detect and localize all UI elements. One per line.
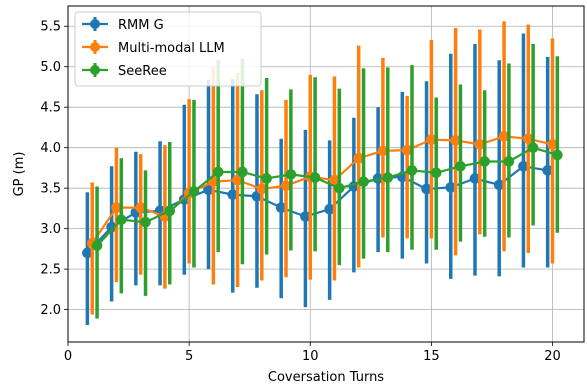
data-point [469, 173, 481, 184]
x-tick-label: 0 [64, 349, 72, 364]
y-tick-label: 4.5 [40, 101, 61, 116]
data-point [430, 167, 442, 179]
y-tick-label: 2.5 [40, 263, 61, 278]
x-axis: 0 5 10 15 20 [64, 342, 561, 364]
data-point [111, 202, 122, 213]
legend-marker [90, 65, 100, 75]
data-point [82, 247, 93, 259]
y-axis-label: GP (m) [12, 152, 27, 197]
legend-marker [90, 19, 100, 29]
data-point [106, 221, 117, 233]
data-point [329, 174, 340, 186]
data-point [542, 165, 553, 176]
data-point [334, 182, 345, 194]
x-tick-label: 20 [544, 349, 561, 364]
data-point [227, 189, 239, 200]
data-point [426, 134, 437, 145]
data-point [256, 183, 268, 195]
data-point [552, 149, 563, 161]
data-point [450, 135, 461, 146]
data-point [115, 214, 127, 226]
x-tick-label: 15 [423, 349, 440, 364]
data-point [498, 131, 510, 142]
series-layer [82, 21, 563, 325]
data-point [401, 144, 413, 156]
data-point [358, 176, 369, 187]
data-point [377, 145, 389, 157]
data-point [285, 169, 297, 180]
data-point [324, 203, 335, 215]
data-point [91, 240, 103, 251]
y-tick-label: 5.0 [40, 60, 61, 75]
data-point [522, 133, 534, 145]
data-point [203, 184, 214, 196]
legend-label: RMM G [118, 18, 164, 33]
y-tick-label: 2.0 [40, 303, 61, 318]
data-point [421, 183, 432, 195]
data-point [455, 161, 466, 172]
data-point [261, 173, 272, 184]
data-point [353, 152, 365, 164]
x-axis-label: Coversation Turns [268, 370, 384, 385]
data-point [212, 166, 224, 178]
data-point [445, 182, 457, 193]
data-point [479, 156, 490, 167]
data-point [527, 142, 539, 153]
data-point [135, 202, 146, 213]
data-point [300, 211, 311, 222]
data-point [140, 216, 151, 228]
x-tick-label: 5 [185, 349, 193, 364]
series-2 [91, 44, 563, 319]
x-tick-label: 10 [302, 349, 319, 364]
legend: RMM G Multi-modal LLM SeeRee [74, 11, 262, 87]
data-point [406, 165, 418, 176]
data-point [547, 139, 558, 150]
data-point [188, 186, 200, 197]
data-point [232, 174, 243, 186]
data-point [382, 172, 394, 183]
plot-frame [67, 5, 585, 343]
data-point [237, 166, 248, 178]
data-point [309, 172, 321, 183]
series-0 [82, 33, 553, 325]
legend-label: Multi-modal LLM [118, 41, 225, 56]
legend-marker [90, 42, 100, 52]
y-tick-label: 4.0 [40, 141, 61, 156]
data-point [493, 179, 505, 191]
data-point [503, 156, 515, 167]
data-point [275, 202, 287, 213]
y-tick-label: 3.0 [40, 222, 61, 237]
y-axis: 2.0 2.5 3.0 3.5 4.0 4.5 5.0 5.5 [40, 20, 68, 318]
data-point [518, 161, 529, 172]
y-tick-label: 3.5 [40, 182, 61, 197]
data-point [280, 180, 292, 192]
data-point [474, 139, 486, 150]
legend-label: SeeRee [118, 64, 167, 79]
data-point [164, 205, 176, 217]
y-tick-label: 5.5 [40, 20, 61, 35]
legend-frame [74, 11, 262, 87]
